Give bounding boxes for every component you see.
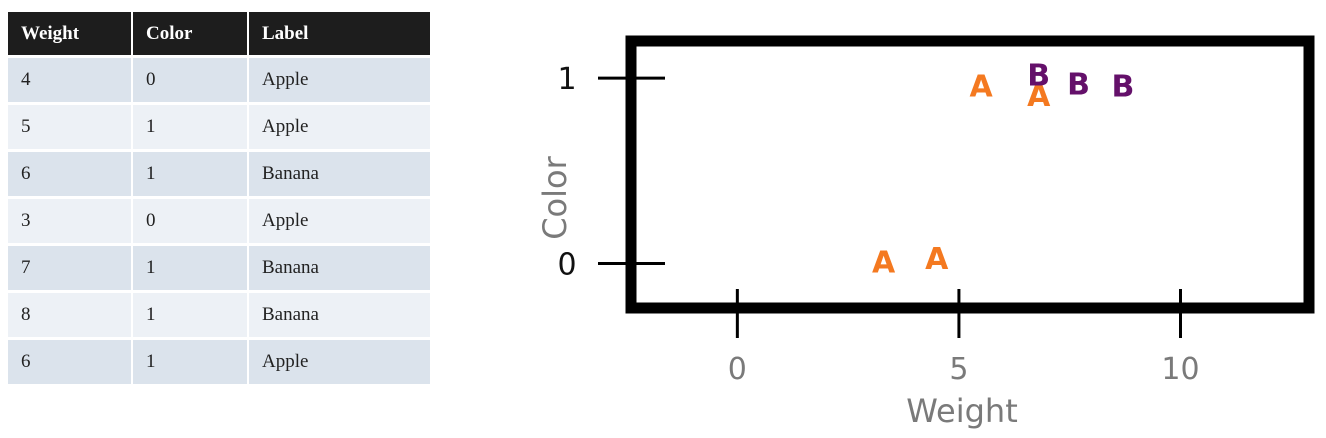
cell-weight: 6 xyxy=(8,338,133,387)
cell-label: Banana xyxy=(248,244,430,293)
x-tick-label: 0 xyxy=(728,352,747,387)
cell-label: Banana xyxy=(248,150,430,199)
plot-frame xyxy=(625,35,1315,314)
data-point-b: B xyxy=(1027,58,1050,93)
table-row: 7 1 Banana xyxy=(8,244,430,293)
data-point-b: B xyxy=(1111,70,1134,105)
cell-weight: 8 xyxy=(8,291,133,340)
data-point-a: A xyxy=(969,70,993,105)
header-weight: Weight xyxy=(8,12,133,58)
data-point-a: A xyxy=(872,246,896,281)
table-row: 6 1 Apple xyxy=(8,338,430,387)
data-point-a: A xyxy=(1027,79,1051,114)
cell-color: 1 xyxy=(132,291,249,340)
cell-weight: 5 xyxy=(8,103,133,152)
cell-label: Apple xyxy=(248,103,430,152)
cell-label: Banana xyxy=(248,291,430,340)
x-tick-label: 5 xyxy=(949,352,968,387)
cell-weight: 4 xyxy=(8,56,133,105)
table-header-row: Weight Color Label xyxy=(8,12,430,58)
header-label: Label xyxy=(248,12,430,58)
cell-label: Apple xyxy=(248,56,430,105)
y-tick-label: 0 xyxy=(557,248,576,283)
cell-weight: 7 xyxy=(8,244,133,293)
table-row: 8 1 Banana xyxy=(8,291,430,340)
cell-color: 0 xyxy=(132,56,249,105)
table-row: 3 0 Apple xyxy=(8,197,430,246)
cell-weight: 3 xyxy=(8,197,133,246)
x-axis-label: Weight xyxy=(906,392,1017,430)
cell-color: 1 xyxy=(132,150,249,199)
cell-color: 0 xyxy=(132,197,249,246)
cell-label: Apple xyxy=(248,197,430,246)
table-row: 4 0 Apple xyxy=(8,56,430,105)
table-row: 6 1 Banana xyxy=(8,150,430,199)
cell-color: 1 xyxy=(132,103,249,152)
cell-color: 1 xyxy=(132,244,249,293)
cell-label: Apple xyxy=(248,338,430,387)
table-row: 5 1 Apple xyxy=(8,103,430,152)
header-color: Color xyxy=(132,12,249,58)
cell-weight: 6 xyxy=(8,150,133,199)
data-table: Weight Color Label 4 0 Apple 5 1 Apple 6… xyxy=(8,12,430,387)
x-tick-label: 10 xyxy=(1161,352,1199,387)
data-point-b: B xyxy=(1067,68,1090,103)
y-tick-label: 1 xyxy=(557,62,576,97)
cell-color: 1 xyxy=(132,338,249,387)
data-point-a: A xyxy=(925,242,949,277)
y-axis-label: Color xyxy=(536,155,574,239)
